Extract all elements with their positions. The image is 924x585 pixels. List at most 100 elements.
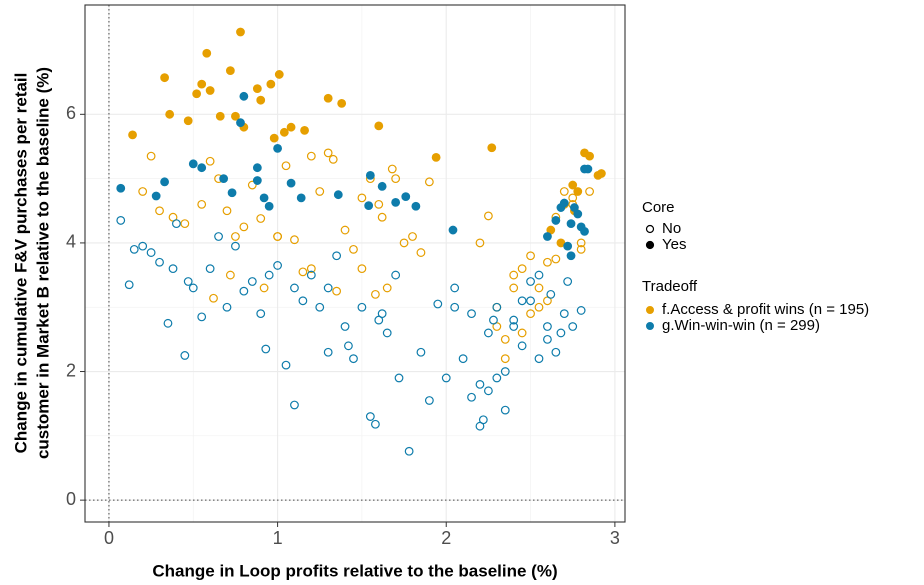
data-point bbox=[256, 309, 266, 319]
data-point bbox=[500, 354, 510, 364]
data-point bbox=[517, 341, 527, 351]
data-point bbox=[478, 415, 488, 425]
data-point bbox=[205, 264, 215, 274]
plot-border bbox=[84, 4, 626, 523]
data-point bbox=[197, 163, 207, 173]
data-point bbox=[323, 148, 333, 158]
data-point bbox=[411, 201, 421, 211]
legend-label: No bbox=[662, 220, 681, 237]
data-point bbox=[146, 248, 156, 257]
data-point bbox=[526, 277, 535, 286]
data-point bbox=[377, 181, 387, 191]
data-point bbox=[197, 199, 207, 209]
data-point bbox=[573, 187, 583, 196]
data-point bbox=[290, 283, 299, 293]
data-point bbox=[526, 296, 535, 306]
data-point bbox=[264, 270, 274, 280]
data-point bbox=[160, 177, 170, 187]
data-point bbox=[163, 318, 173, 328]
data-point bbox=[323, 347, 333, 357]
data-point bbox=[227, 188, 237, 198]
data-point bbox=[349, 244, 358, 254]
data-point bbox=[349, 354, 358, 364]
data-point bbox=[556, 328, 566, 338]
data-point bbox=[424, 396, 434, 405]
data-point bbox=[517, 264, 527, 274]
data-point bbox=[416, 347, 426, 357]
data-point bbox=[239, 91, 249, 101]
data-point bbox=[377, 309, 387, 319]
data-point bbox=[441, 373, 451, 383]
data-point bbox=[340, 225, 350, 235]
data-point bbox=[509, 315, 519, 325]
data-point bbox=[138, 187, 148, 196]
data-point bbox=[306, 151, 316, 161]
data-point bbox=[387, 164, 397, 174]
data-point bbox=[298, 296, 308, 306]
data-point bbox=[290, 235, 299, 245]
data-point bbox=[467, 392, 476, 402]
data-point bbox=[273, 232, 282, 241]
data-point bbox=[138, 241, 148, 251]
data-point bbox=[534, 354, 544, 364]
data-point bbox=[259, 193, 269, 203]
data-point bbox=[371, 419, 380, 429]
data-point bbox=[146, 151, 156, 161]
data-point bbox=[433, 299, 443, 309]
data-point bbox=[357, 302, 367, 312]
data-point bbox=[155, 257, 164, 267]
data-point bbox=[231, 241, 240, 251]
legend-label: Yes bbox=[662, 236, 686, 253]
data-point bbox=[225, 270, 235, 280]
data-point bbox=[580, 226, 589, 236]
data-point bbox=[576, 244, 586, 254]
data-point bbox=[264, 201, 274, 211]
data-point bbox=[151, 191, 161, 201]
data-point bbox=[563, 277, 573, 286]
data-point bbox=[543, 232, 552, 241]
data-point bbox=[269, 133, 279, 143]
data-point bbox=[337, 98, 347, 108]
data-point bbox=[205, 86, 215, 95]
data-point bbox=[231, 232, 240, 241]
data-point bbox=[286, 178, 296, 188]
data-point bbox=[526, 309, 535, 319]
data-point bbox=[487, 143, 497, 153]
data-point bbox=[489, 315, 498, 325]
data-point bbox=[252, 163, 262, 173]
data-point bbox=[214, 232, 223, 241]
data-point bbox=[568, 193, 578, 203]
data-point bbox=[209, 293, 218, 303]
data-point bbox=[328, 154, 338, 164]
y-tick-label: 2 bbox=[66, 360, 76, 380]
data-point bbox=[570, 203, 579, 212]
data-point bbox=[261, 344, 271, 354]
data-point bbox=[543, 334, 552, 344]
legend-title: Core bbox=[642, 199, 675, 216]
data-point bbox=[467, 309, 476, 319]
data-point bbox=[344, 341, 353, 351]
data-point bbox=[551, 254, 561, 264]
data-point bbox=[180, 351, 190, 360]
data-point bbox=[298, 267, 308, 277]
data-point bbox=[155, 206, 164, 216]
data-point bbox=[566, 219, 576, 229]
data-point bbox=[236, 118, 245, 128]
data-point bbox=[483, 211, 493, 221]
legend-key bbox=[645, 240, 655, 250]
y-tick-label: 4 bbox=[66, 232, 76, 252]
y-axis-label-line: customer in Market B relative to the bas… bbox=[33, 67, 52, 459]
data-point bbox=[215, 111, 225, 121]
legend-key bbox=[645, 224, 655, 234]
data-point bbox=[391, 270, 401, 280]
data-point bbox=[500, 367, 510, 376]
data-point bbox=[188, 283, 198, 293]
data-point bbox=[576, 306, 586, 315]
data-point bbox=[160, 73, 170, 83]
data-point bbox=[281, 161, 291, 171]
data-point bbox=[509, 270, 519, 280]
data-point bbox=[424, 177, 434, 187]
data-point bbox=[315, 187, 325, 196]
data-point bbox=[332, 286, 342, 296]
data-point bbox=[290, 400, 299, 410]
